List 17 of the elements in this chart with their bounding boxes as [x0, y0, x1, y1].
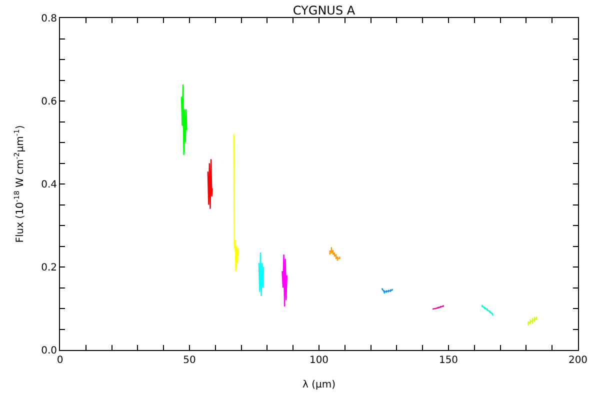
line-series [233, 134, 239, 272]
y-tick-label: 0.6 [41, 96, 57, 108]
x-tick-label: 100 [309, 355, 329, 366]
x-tick-label: 200 [568, 355, 588, 366]
line-series [258, 252, 264, 297]
y-tick-label: 0.4 [41, 180, 57, 190]
x-tick-label: 50 [183, 355, 196, 366]
chart-title: CYGNUS A [292, 3, 356, 18]
y-tick-label: 0.0 [41, 346, 57, 356]
line-series [207, 158, 213, 210]
x-tick-label: 150 [438, 355, 458, 366]
line-series [180, 84, 188, 156]
y-tick-label: 0.2 [41, 262, 57, 274]
line-series [282, 254, 288, 308]
x-tick-label: 0 [56, 355, 64, 366]
x-axis-title: λ (μm) [302, 380, 336, 390]
y-tick-label: 0.8 [41, 14, 57, 24]
